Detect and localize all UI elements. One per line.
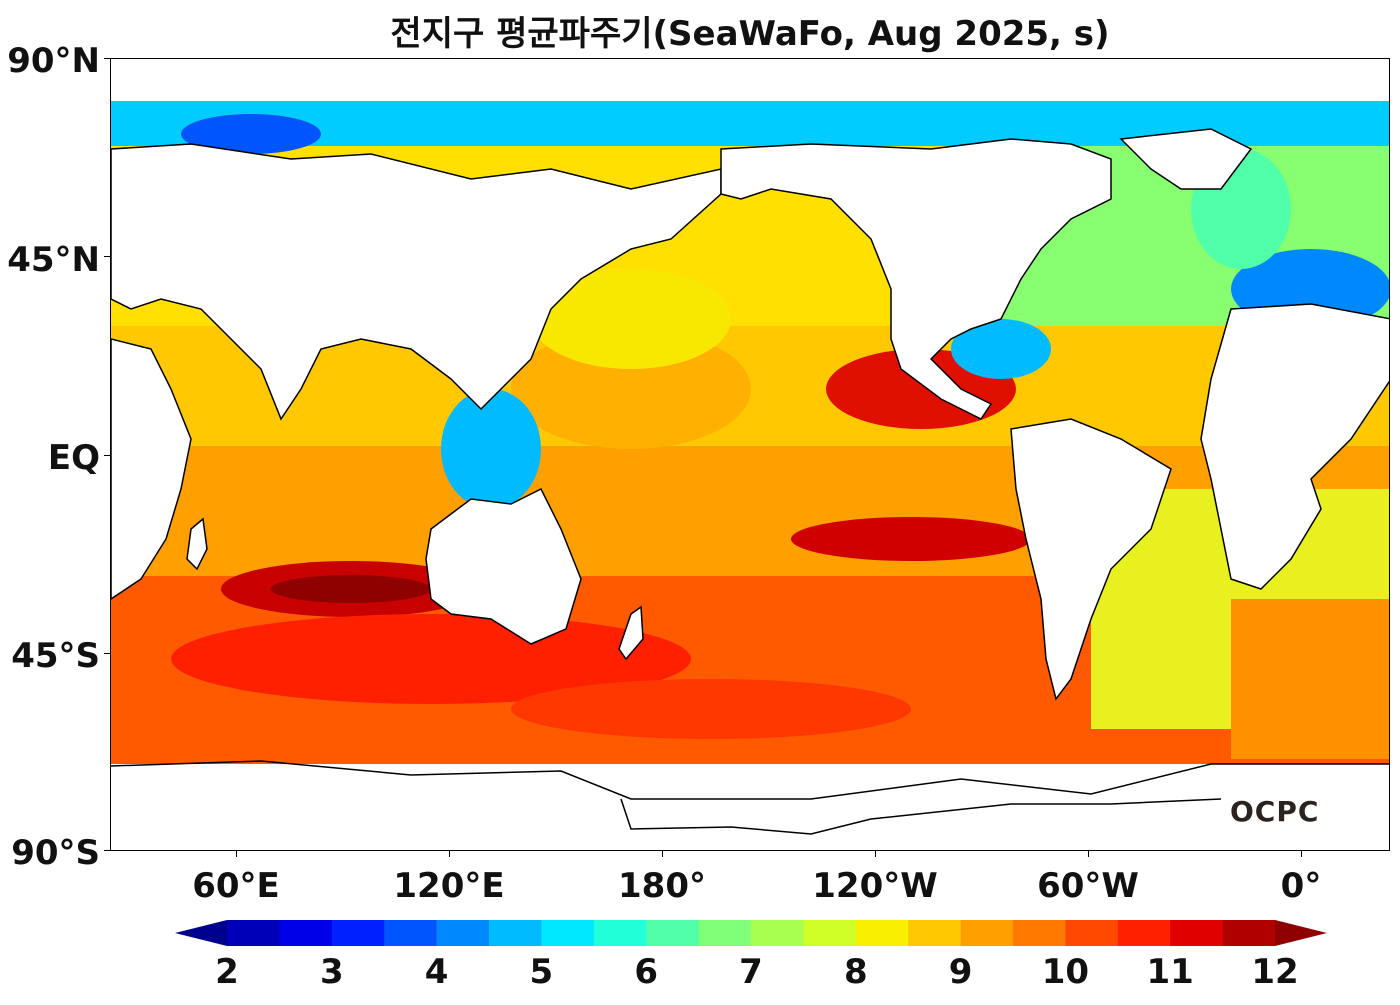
indian-ocean-core: [271, 575, 431, 603]
colorbar-segment: [227, 920, 280, 946]
lat-label-90n: 90°N: [7, 41, 100, 81]
madagascar-landmass: [186, 517, 208, 571]
barents-sea: [181, 114, 321, 154]
colorbar-segment: [908, 920, 962, 946]
colorbar-tick-label: 8: [843, 952, 868, 992]
map-area: [110, 58, 1390, 851]
eurasia-landmass: [111, 143, 722, 421]
antarctica: [111, 764, 1389, 850]
west-pacific-patch: [531, 269, 731, 369]
tick-lat-45n: [104, 256, 110, 257]
colorbar-tick-label: 4: [424, 952, 449, 992]
tick-lon-60e: [236, 851, 237, 857]
lat-label-45s: 45°S: [11, 636, 100, 676]
north-america-landmass: [720, 138, 1112, 420]
map-canvas: [111, 59, 1389, 850]
south-pacific-peak: [791, 517, 1031, 561]
lon-label-120w: 120°W: [812, 866, 938, 906]
colorbar-segment: [593, 920, 647, 946]
colorbar-segment: [698, 920, 752, 946]
lon-label-0: 0°: [1280, 866, 1322, 906]
africa-landmass: [1200, 303, 1389, 590]
tick-lon-60w: [1088, 851, 1089, 857]
lat-label-45n: 45°N: [7, 240, 100, 280]
lon-label-60w: 60°W: [1037, 866, 1139, 906]
new-zealand-landmass: [618, 605, 644, 661]
colorbar-tick-label: 10: [1041, 952, 1090, 992]
colorbar-segment: [646, 920, 700, 946]
colorbar-segment: [855, 920, 909, 946]
colorbar-extend-min: [175, 920, 227, 946]
lon-label-60e: 60°E: [192, 866, 280, 906]
colorbar-tick-label: 3: [319, 952, 344, 992]
colorbar-segment: [803, 920, 857, 946]
colorbar-extend-max: [1275, 920, 1327, 946]
indonesian-seas: [441, 389, 541, 509]
tick-lon-180: [662, 851, 663, 857]
colorbar-segment: [1065, 920, 1119, 946]
colorbar: [175, 920, 1327, 946]
colorbar-tick-label: 7: [739, 952, 763, 992]
tick-lat-90n: [104, 58, 110, 59]
colorbar-tick-label: 11: [1146, 952, 1194, 992]
colorbar-tick-label: 5: [529, 952, 554, 992]
tick-lat-90s: [104, 850, 110, 851]
east-africa-landmass: [111, 338, 192, 600]
lon-label-120e: 120°E: [393, 866, 505, 906]
south-atlantic-east: [1231, 599, 1389, 759]
southern-pacific-band: [511, 679, 911, 739]
lat-label-eq: EQ: [47, 438, 100, 478]
colorbar-segment: [751, 920, 804, 946]
colorbar-segment: [960, 920, 1014, 946]
southern-indian-band: [171, 614, 691, 704]
colorbar-segment: [436, 920, 490, 946]
colorbar-segment: [279, 920, 333, 946]
colorbar-segment: [1117, 920, 1171, 946]
antarctic-coastline-2: [620, 798, 1222, 835]
lon-label-180: 180°: [618, 866, 706, 906]
greenland-landmass: [1119, 128, 1253, 190]
lat-label-90s: 90°S: [11, 833, 100, 873]
ocpc-watermark: OCPC: [1230, 795, 1320, 828]
colorbar-segment: [331, 920, 385, 946]
colorbar-tick-label: 6: [634, 952, 659, 992]
south-america-landmass: [1010, 418, 1172, 701]
colorbar-segment: [1170, 920, 1224, 946]
australia-landmass: [425, 487, 582, 645]
map-title: 전지구 평균파주기(SeaWaFo, Aug 2025, s): [390, 14, 1110, 54]
caribbean-sea: [951, 319, 1051, 379]
colorbar-tick-label: 2: [215, 952, 239, 992]
antarctic-coastline: [111, 760, 1389, 800]
colorbar-tick-label: 9: [948, 952, 973, 992]
colorbar-segment: [384, 920, 438, 946]
colorbar-segment: [489, 920, 542, 946]
tick-lat-45s: [104, 653, 110, 654]
tick-lon-0: [1301, 851, 1302, 857]
colorbar-tick-label: 12: [1251, 952, 1299, 992]
colorbar-segment: [1222, 920, 1276, 946]
colorbar-segment: [1013, 920, 1066, 946]
tick-lon-120w: [875, 851, 876, 857]
tick-lat-eq: [104, 455, 110, 456]
colorbar-segment: [541, 920, 595, 946]
tick-lon-120e: [449, 851, 450, 857]
